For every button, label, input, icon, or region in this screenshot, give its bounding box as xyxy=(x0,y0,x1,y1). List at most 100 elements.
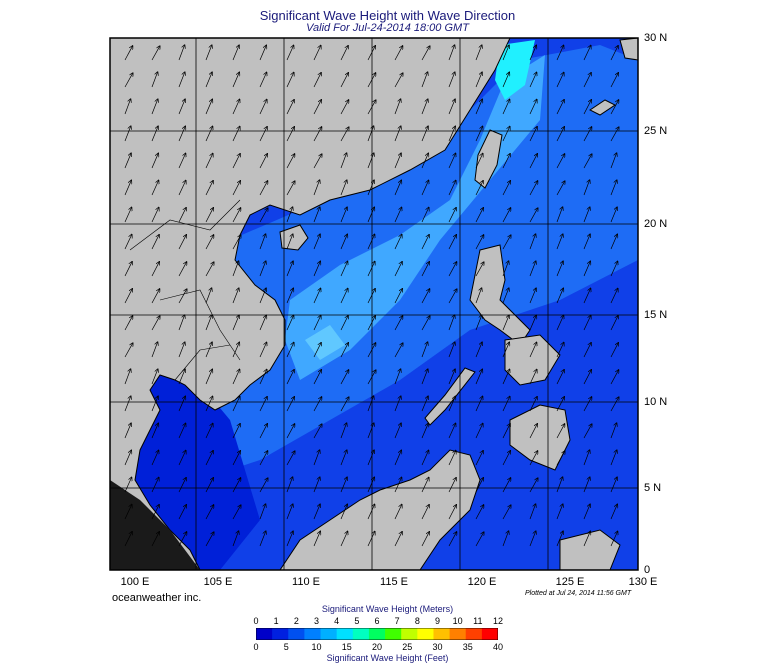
wave-arrow xyxy=(313,234,320,250)
wave-arrow xyxy=(448,72,455,88)
wave-arrow xyxy=(421,208,429,223)
wave-arrow xyxy=(259,451,268,466)
wave-arrow xyxy=(556,45,564,61)
wave-arrow xyxy=(124,505,132,520)
wave-arrow xyxy=(151,316,160,331)
wave-arrow xyxy=(124,235,132,250)
wave-arrow xyxy=(124,99,131,115)
wave-arrow xyxy=(205,235,214,250)
wave-arrow xyxy=(286,154,295,169)
colorbar-swatch xyxy=(417,628,434,640)
wave-arrow xyxy=(232,451,240,466)
wave-arrow xyxy=(178,289,187,304)
wave-arrow xyxy=(583,261,590,277)
feet-tick: 25 xyxy=(402,642,413,652)
wave-arrow xyxy=(394,262,402,277)
wave-arrow xyxy=(340,46,348,61)
colorbar-swatch xyxy=(288,628,305,640)
wave-arrow xyxy=(502,127,510,142)
wave-arrow xyxy=(529,100,537,115)
wave-arrow xyxy=(394,235,402,250)
feet-tick: 20 xyxy=(371,642,382,652)
wave-arrow xyxy=(502,369,510,385)
land-borneo xyxy=(279,449,481,570)
wave-arrow xyxy=(394,343,403,358)
lon-label-105: 105 E xyxy=(203,576,233,588)
wave-arrow xyxy=(394,532,402,547)
wave-arrow xyxy=(583,46,591,61)
wave-arrow xyxy=(232,99,240,115)
land-hainan xyxy=(279,224,309,251)
legend-colorbar xyxy=(256,628,498,640)
wave-arrow xyxy=(448,208,456,223)
wave-arrow xyxy=(151,505,159,520)
wave-arrow xyxy=(205,154,213,169)
wave-arrow xyxy=(502,505,511,520)
wave-arrow xyxy=(475,288,482,304)
wave-arrow xyxy=(610,180,617,196)
wave-arrow xyxy=(448,342,455,358)
wave-arrow xyxy=(340,423,347,439)
feet-tick: 15 xyxy=(341,642,352,652)
wave-arrow xyxy=(583,424,592,439)
wave-arrow xyxy=(259,208,268,223)
legend-feet-title: Significant Wave Height (Feet) xyxy=(326,653,449,663)
wave-arrow xyxy=(556,477,563,493)
meters-tick: 8 xyxy=(414,616,420,626)
wave-arrow xyxy=(259,397,267,412)
wave-arrow xyxy=(529,315,536,331)
wave-arrow xyxy=(367,423,374,439)
wave-arrow xyxy=(232,72,239,88)
wave-arrow xyxy=(529,504,536,520)
wave-arrow xyxy=(583,100,591,115)
wave-arrow xyxy=(313,73,321,88)
wave-arrow xyxy=(232,288,239,304)
wave-arrow xyxy=(556,397,564,412)
lat-label-10: 10 N xyxy=(644,396,668,408)
wave-arrow xyxy=(556,234,563,250)
wave-arrow xyxy=(178,396,185,412)
wave-arrow xyxy=(151,126,158,142)
colorbar-swatch xyxy=(336,628,354,640)
lat-label-5: 5 N xyxy=(644,482,662,494)
wave-arrow xyxy=(367,289,375,304)
wave-direction-arrows xyxy=(124,45,619,547)
land-sumatra xyxy=(110,480,200,570)
credit-text: oceanweather inc. xyxy=(112,592,202,604)
wave-arrow xyxy=(151,46,160,61)
colorbar-swatch xyxy=(304,628,322,640)
wave-arrow xyxy=(421,505,429,520)
wave-arrow xyxy=(124,126,131,142)
wave-arrow xyxy=(178,235,186,250)
wave-arrow xyxy=(475,181,483,196)
wave-arrow xyxy=(259,315,266,331)
wave-field-high xyxy=(285,55,545,380)
wave-arrow xyxy=(286,370,294,385)
wave-arrow xyxy=(286,504,293,520)
wave-arrow xyxy=(421,235,429,250)
wave-arrow xyxy=(610,397,619,412)
wave-arrow xyxy=(313,504,320,520)
wave-arrow xyxy=(313,370,321,385)
wave-arrow xyxy=(367,100,376,115)
wave-arrow xyxy=(394,289,402,304)
wave-arrow xyxy=(448,262,457,277)
wave-arrow xyxy=(178,262,187,277)
colorbar-swatch xyxy=(272,628,289,640)
wave-arrow xyxy=(502,315,509,331)
wave-arrow xyxy=(205,478,213,493)
wave-arrow xyxy=(259,288,266,304)
wave-arrow xyxy=(448,99,455,115)
wave-arrow xyxy=(502,342,509,358)
wave-arrow xyxy=(367,343,376,358)
wave-arrow xyxy=(421,450,429,466)
wave-arrow xyxy=(286,73,294,88)
wave-arrow xyxy=(286,100,294,115)
wave-arrow xyxy=(313,261,320,277)
wave-arrow xyxy=(475,154,483,169)
wave-arrow xyxy=(205,532,214,547)
wave-arrow xyxy=(502,235,511,250)
wave-arrow xyxy=(529,478,538,493)
wave-arrow xyxy=(286,207,293,223)
wave-arrow xyxy=(583,370,591,385)
